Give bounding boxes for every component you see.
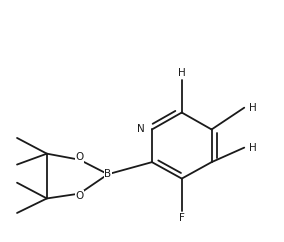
Text: H: H [249,143,257,153]
Text: O: O [75,152,84,162]
Text: N: N [137,124,145,135]
Text: H: H [249,103,257,113]
Text: B: B [104,169,112,179]
Text: H: H [178,68,186,78]
Text: O: O [75,191,84,201]
Text: F: F [179,213,185,223]
